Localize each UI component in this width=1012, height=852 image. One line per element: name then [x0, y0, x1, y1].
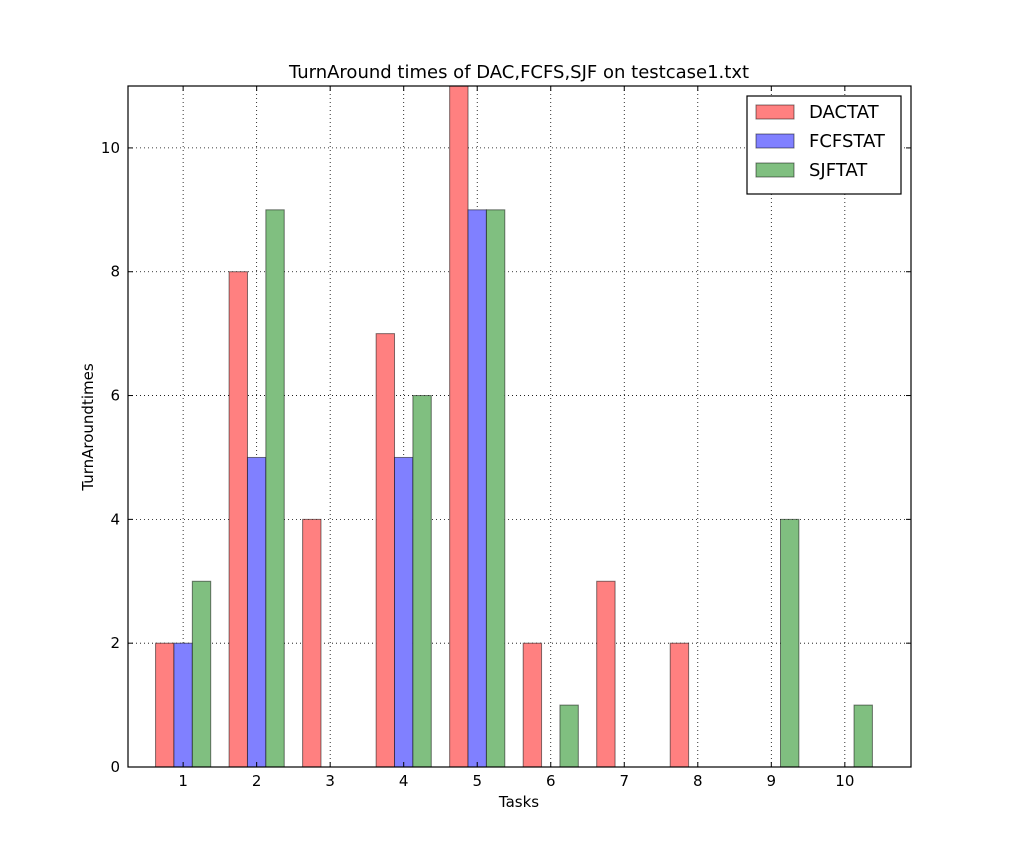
bar-dactat-task-5	[449, 85, 469, 768]
axis-ticks: 1 2 3 4 5 6 7 8 9 10 0 2 4 6 8 10	[101, 86, 911, 790]
x-tick-label: 5	[472, 772, 482, 790]
bar-dactat-task-4	[375, 333, 396, 768]
x-tick-label: 6	[546, 772, 556, 790]
y-tick-label: 6	[110, 387, 120, 405]
bar-sjftat-task-1	[191, 580, 212, 768]
bar-sjftat-task-6	[559, 704, 579, 768]
legend-swatch-dactat	[755, 104, 795, 120]
bar-fcfstat-task-1	[173, 642, 193, 768]
bar-dactat-task-2	[228, 271, 248, 768]
x-tick-label: 8	[693, 772, 703, 790]
bar-dactat-task-1	[155, 642, 175, 768]
legend-swatch-fcfstat	[755, 133, 795, 149]
x-axis-label: Tasks	[498, 793, 539, 811]
bar-dactat-task-6	[522, 642, 543, 768]
x-tick-label: 10	[835, 772, 854, 790]
x-tick-label: 2	[252, 772, 262, 790]
y-tick-label: 4	[110, 510, 120, 528]
bar-dactat-task-3	[302, 518, 322, 768]
x-tick-label: 4	[399, 772, 409, 790]
bar-sjftat-task-4	[412, 395, 432, 768]
y-tick-label: 0	[110, 758, 120, 776]
y-tick-label: 8	[110, 263, 120, 281]
x-tick-label: 7	[619, 772, 629, 790]
bar-sjftat-task-10	[853, 704, 873, 768]
x-tick-label: 3	[325, 772, 335, 790]
chart-title: TurnAround times of DAC,FCFS,SJF on test…	[288, 62, 749, 83]
plot-area-frame	[127, 85, 912, 768]
legend-label-dactat: DACTAT	[809, 102, 880, 123]
bar-dactat-task-7	[596, 580, 616, 768]
legend-label-fcfstat: FCFSTAT	[809, 131, 886, 152]
y-axis-label: TurnAroundtimes	[79, 363, 97, 492]
bar-fcfstat-task-2	[246, 456, 267, 768]
y-tick-label: 2	[110, 634, 120, 652]
x-tick-label: 1	[178, 772, 188, 790]
bar-fcfstat-task-4	[394, 456, 414, 768]
legend-label-sjftat: SJFTAT	[809, 160, 868, 181]
bar-dactat-task-8	[669, 642, 690, 768]
legend-swatch-sjftat	[755, 162, 795, 178]
bar-sjftat-task-2	[265, 209, 285, 768]
bar-sjftat-task-9	[780, 518, 800, 768]
bar-sjftat-task-5	[485, 209, 506, 768]
x-tick-label: 9	[767, 772, 777, 790]
y-tick-label: 10	[101, 139, 120, 157]
bars	[155, 85, 873, 768]
legend: DACTAT FCFSTAT SJFTAT	[746, 95, 902, 195]
bar-fcfstat-task-5	[467, 209, 487, 768]
